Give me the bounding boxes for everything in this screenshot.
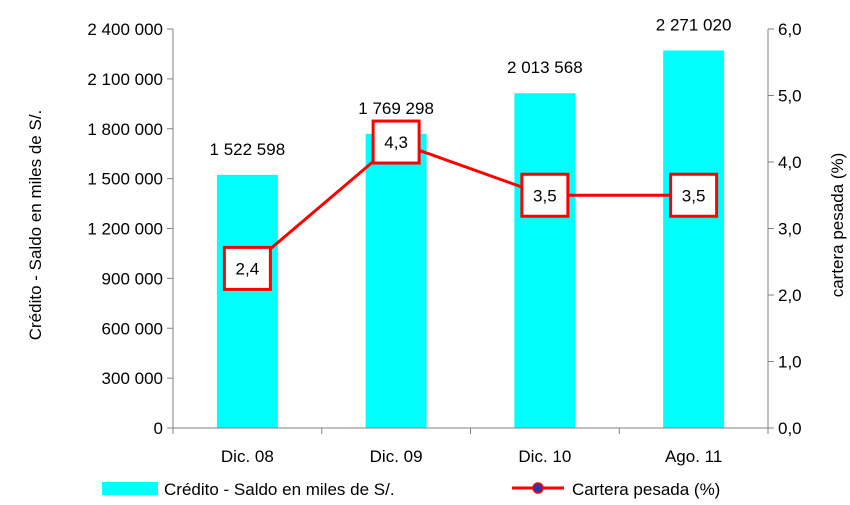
x-tick-label: Dic. 10 [518,447,571,466]
line-data-label-box [520,172,570,218]
bar [365,133,427,429]
right-tick-label: 1,0 [778,353,802,372]
left-tick-label: 300 000 [102,369,163,388]
left-tick-label: 2 400 000 [87,20,163,39]
line-data-label: 3,5 [682,186,706,205]
left-axis-title: Crédito - Saldo en miles de S/. [26,110,45,341]
left-tick-label: 1 500 000 [87,170,163,189]
left-tick-label: 600 000 [102,319,163,338]
bar-data-label: 2 013 568 [507,58,583,77]
legend-swatch-cartera-marker [532,482,544,494]
left-tick-label: 1 800 000 [87,120,163,139]
legend-label-cartera: Cartera pesada (%) [572,480,720,499]
right-axis-ticks: 0,0 1,0 2,0 3,0 4,0 5,0 6,0 [768,20,802,438]
bar [514,93,576,428]
legend: Crédito - Saldo en miles de S/. Cartera … [102,480,720,499]
line-data-label-box [371,119,421,165]
left-axis-ticks: 0 300 000 600 000 900 000 1 200 000 1 500 000… [87,20,173,438]
legend-label-credito: Crédito - Saldo en miles de S/. [164,480,395,499]
x-tick-label: Dic. 09 [370,447,423,466]
x-axis-ticks: Dic. 08 Dic. 09 Dic. 10 Ago. 11 [172,428,769,466]
bar [216,174,278,428]
line-data-label: 3,5 [533,186,557,205]
legend-swatch-credito [102,482,158,495]
bar-data-labels: 1 522 598 1 769 298 2 013 568 2 271 020 [210,15,732,158]
line-data-label-box [222,245,272,291]
x-tick-label: Ago. 11 [665,447,722,466]
x-tick-label: Dic. 08 [221,447,274,466]
right-tick-label: 2,0 [778,286,802,305]
line-series: 2,4 4,3 3,5 3,5 [222,119,719,291]
line-data-label: 4,3 [384,133,408,152]
right-axis-title: cartera pesada (%) [828,153,847,298]
right-tick-label: 4,0 [778,153,802,172]
bar [663,50,725,428]
right-tick-label: 6,0 [778,20,802,39]
line-data-label-box [669,172,719,218]
right-tick-label: 0,0 [778,419,802,438]
left-tick-label: 900 000 [102,269,163,288]
bar-data-label: 2 271 020 [656,15,732,34]
bar-data-label: 1 769 298 [358,99,434,118]
line-data-label: 2,4 [236,259,260,278]
right-tick-label: 3,0 [778,220,802,239]
cartera-line [246,140,694,270]
right-tick-label: 5,0 [778,87,802,106]
left-tick-label: 1 200 000 [87,220,163,239]
left-tick-label: 0 [154,419,163,438]
bar-series [216,50,725,429]
left-tick-label: 2 100 000 [87,70,163,89]
bar-data-label: 1 522 598 [210,140,286,159]
